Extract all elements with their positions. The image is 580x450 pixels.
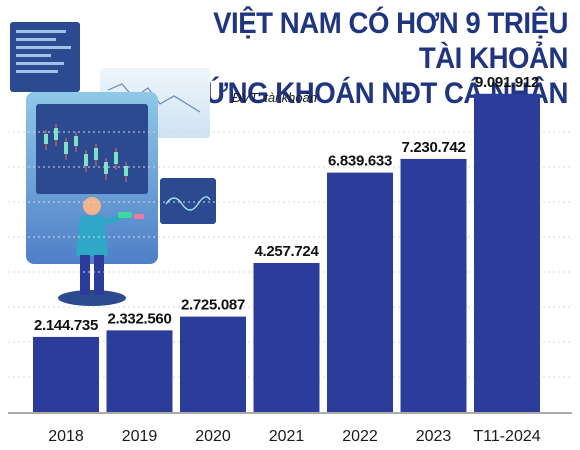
tick-label-2019: 2019: [122, 428, 158, 445]
bar-2022: [327, 172, 393, 412]
bar-2021: [253, 262, 320, 412]
title-line-1: VIỆT NAM CÓ HƠN 9 TRIỆU TÀI KHOẢN: [213, 7, 568, 75]
person-base: [58, 290, 126, 306]
bar-2023: [400, 158, 467, 412]
tick-label-T11-2024: T11-2024: [473, 428, 540, 445]
value-label-2021: 4.257.724: [254, 243, 319, 260]
value-label-2022: 6.839.633: [328, 153, 392, 170]
bar-2020: [180, 316, 246, 412]
person-body: [76, 216, 108, 256]
person-leg-right: [94, 255, 104, 295]
bar-2019: [106, 330, 173, 412]
tick-label-2023: 2023: [416, 428, 452, 445]
dashboard-panel-lines: [16, 30, 71, 73]
tick-label-2020: 2020: [195, 428, 231, 445]
value-label-2019: 2.332.560: [107, 310, 171, 327]
unit-label: ĐVT: tài khoản: [232, 90, 318, 105]
bars: [33, 93, 540, 412]
value-labels: 2.144.735 2.332.560 2.725.087 4.257.724 6.83…: [34, 74, 539, 334]
tick-label-2021: 2021: [269, 428, 305, 445]
trading-illustration: [10, 22, 216, 306]
value-label-2018: 2.144.735: [34, 317, 98, 334]
value-label-T11-2024: 9.091.912: [475, 74, 539, 91]
bar-2018: [33, 336, 99, 412]
panel-line-chart: [107, 83, 201, 113]
tick-label-2022: 2022: [342, 428, 378, 445]
monitor-screen: [36, 104, 148, 194]
person-leg-left: [80, 255, 90, 295]
person-head: [83, 197, 101, 215]
value-label-2020: 2.725.087: [181, 297, 245, 314]
tick-label-2018: 2018: [48, 428, 84, 445]
red-button: [134, 214, 144, 219]
green-button: [118, 212, 132, 218]
bar-T11-2024: [474, 93, 540, 412]
candle-bodies: [44, 128, 128, 176]
floating-wave-card: [160, 178, 216, 224]
x-axis-ticks: 2018 2019 2020 2021 2022 2023 T11-2024: [48, 428, 541, 445]
value-label-2023: 7.230.742: [401, 139, 465, 156]
wave-line: [165, 196, 211, 211]
